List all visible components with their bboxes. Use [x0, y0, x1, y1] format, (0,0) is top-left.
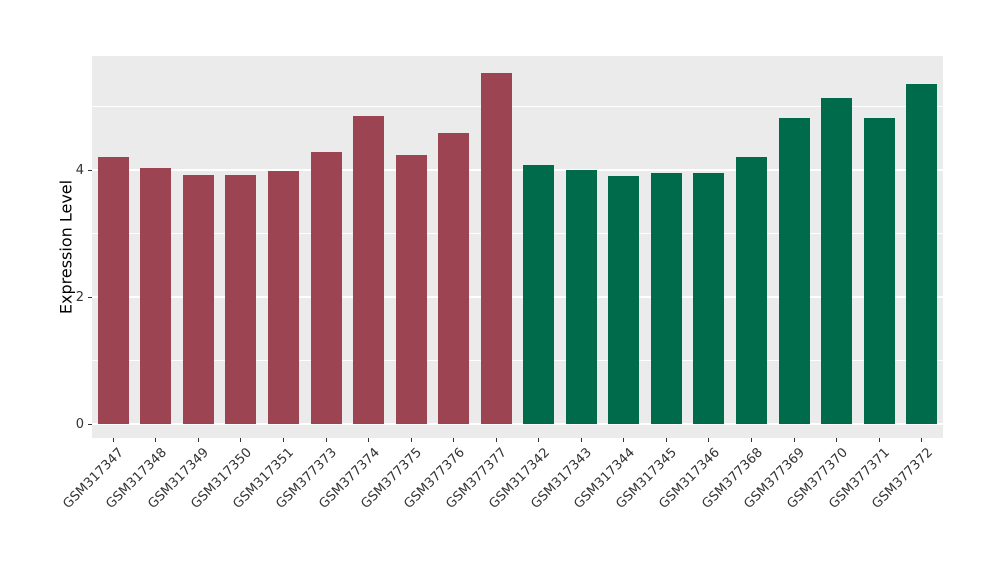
y-axis-tick-label: 4 [75, 162, 84, 178]
bar-GSM317347 [97, 156, 129, 424]
bar-GSM377371 [863, 117, 895, 424]
x-axis-tick-mark [793, 438, 795, 442]
bar-GSM317350 [225, 175, 257, 424]
x-axis-tick-mark [623, 438, 625, 442]
x-axis-tick-mark [155, 438, 157, 442]
x-axis-tick-mark [708, 438, 710, 442]
x-axis-tick-mark [112, 438, 114, 442]
x-axis-tick-mark [538, 438, 540, 442]
gridline-minor [92, 233, 943, 234]
y-axis-tick-label: 0 [75, 416, 84, 432]
y-axis-tick-mark [88, 296, 92, 298]
bar-GSM317346 [693, 172, 725, 424]
gridline-major [92, 296, 943, 298]
bar-GSM317344 [608, 176, 640, 424]
x-axis-tick-mark [368, 438, 370, 442]
bar-GSM317343 [565, 170, 597, 424]
bar-GSM377368 [736, 156, 768, 424]
y-axis-tick-mark [88, 423, 92, 425]
gridline-major [92, 169, 943, 171]
x-axis-tick-mark [836, 438, 838, 442]
x-axis-tick-mark [453, 438, 455, 442]
x-axis-tick-mark [495, 438, 497, 442]
bar-GSM377376 [438, 133, 470, 424]
x-axis-tick-mark [921, 438, 923, 442]
x-axis-tick-mark [197, 438, 199, 442]
bar-GSM317342 [523, 164, 555, 424]
bar-GSM377374 [353, 116, 385, 424]
bar-GSM317345 [650, 172, 682, 424]
gridline-major [92, 423, 943, 425]
gridline-minor [92, 360, 943, 361]
gridline-minor [92, 106, 943, 107]
x-axis-tick-mark [410, 438, 412, 442]
y-axis-tick-mark [88, 169, 92, 171]
bar-GSM377375 [395, 155, 427, 424]
x-axis-tick-mark [325, 438, 327, 442]
bar-GSM377373 [310, 152, 342, 424]
x-axis-tick-mark [665, 438, 667, 442]
bar-GSM377369 [778, 117, 810, 424]
x-axis-tick-mark [282, 438, 284, 442]
bar-GSM377372 [906, 84, 938, 424]
bar-GSM377377 [480, 73, 512, 424]
x-axis-tick-mark [240, 438, 242, 442]
x-axis-tick-mark [751, 438, 753, 442]
bar-GSM317351 [267, 171, 299, 424]
x-axis-tick-mark [878, 438, 880, 442]
bar-GSM377370 [821, 98, 853, 424]
plot-panel [92, 56, 943, 438]
bar-GSM317348 [140, 168, 172, 424]
x-axis-tick-mark [580, 438, 582, 442]
y-axis-tick-label: 2 [75, 289, 84, 305]
bar-GSM317349 [182, 175, 214, 424]
